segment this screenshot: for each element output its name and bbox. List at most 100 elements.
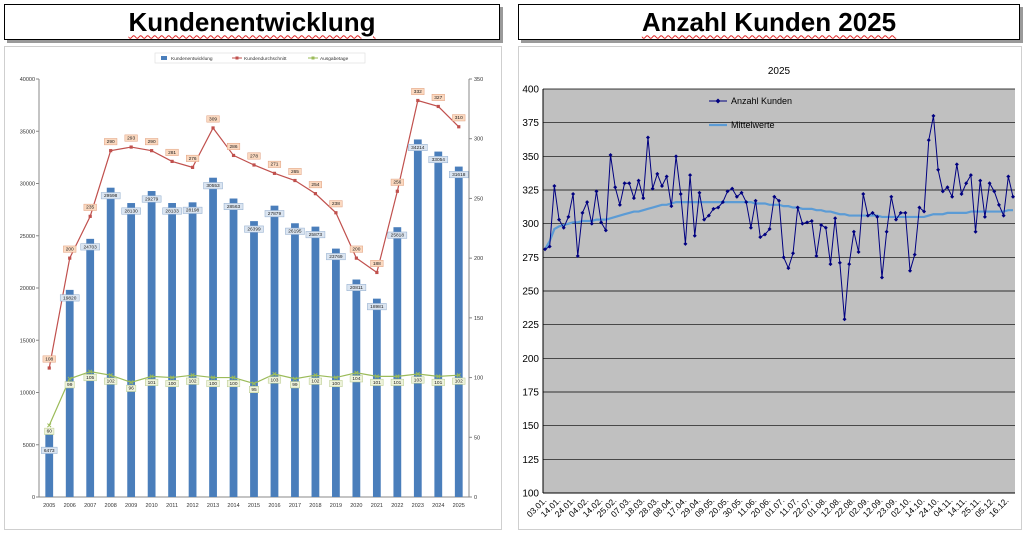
bar-kundenentwicklung (270, 205, 279, 498)
label-kundendurchschnitt: 290 (107, 139, 115, 145)
right-y-tick-label: 0 (474, 495, 477, 501)
point-kundendurchschnitt (416, 98, 420, 103)
label-kundendurchschnitt-box (206, 115, 220, 123)
x-tick-label: 2017 (289, 503, 301, 509)
label-kundendurchschnitt: 309 (209, 116, 217, 122)
label-kundendurchschnitt: 278 (250, 153, 258, 159)
label-kundendurchschnitt: 188 (373, 261, 381, 267)
point-anzahl-kunden (1011, 194, 1015, 199)
label-kundendurchschnitt-box (42, 355, 56, 363)
label-kundendurchschnitt: 200 (352, 247, 360, 253)
point-kundendurchschnitt (47, 366, 51, 370)
x-tick-label: 2012 (186, 503, 198, 509)
point-kundendurchschnitt (170, 159, 174, 164)
point-anzahl-kunden (674, 154, 679, 159)
label-kundendurchschnitt-box (83, 203, 97, 211)
x-tick-label: 2023 (412, 503, 424, 509)
legend-box (154, 52, 366, 64)
point-ausgabetage (272, 371, 277, 377)
y-tick-label: 200 (522, 354, 539, 365)
point-ausgabetage (374, 374, 380, 379)
label-ausgabetage: 104 (352, 376, 360, 382)
point-kundendurchschnitt (211, 126, 215, 130)
label-kundenentwicklung: 6473 (44, 448, 55, 454)
point-ausgabetage (88, 369, 93, 374)
x-tick-label: 2014 (227, 503, 239, 509)
label-kundendurchschnitt: 293 (127, 135, 135, 141)
label-kundendurchschnitt: 310 (455, 115, 463, 121)
bar-kundenentwicklung (106, 187, 115, 497)
label-kundendurchschnitt: 327 (434, 95, 442, 101)
label-ausgabetage: 100 (168, 381, 176, 387)
point-anzahl-kunden (945, 185, 950, 190)
label-kundenentwicklung-box (305, 231, 326, 239)
label-kundenentwicklung: 19820 (63, 295, 77, 301)
label-kundendurchschnitt-box (308, 181, 322, 189)
point-anzahl-kunden (571, 192, 576, 197)
point-anzahl-kunden (908, 268, 913, 273)
point-anzahl-kunden (828, 262, 833, 267)
point-kundendurchschnitt (293, 178, 297, 183)
label-ausgabetage: 99 (67, 382, 73, 388)
right-y-tick-label: 150 (474, 316, 483, 322)
point-anzahl-kunden (992, 189, 997, 194)
label-kundenentwicklung-box (100, 192, 121, 200)
label-ausgabetage-box (329, 380, 343, 388)
point-anzahl-kunden (833, 216, 838, 221)
point-anzahl-kunden (842, 317, 847, 322)
bar-kundenentwicklung (311, 226, 320, 498)
label-kundendurchschnitt-box (145, 138, 159, 146)
label-kundenentwicklung: 28563 (227, 204, 241, 210)
right-y-tick-label: 300 (474, 137, 483, 143)
point-kundendurchschnitt (129, 145, 133, 149)
label-kundenentwicklung-box (408, 144, 428, 151)
label-ausgabetage: 96 (128, 386, 134, 392)
left-y-tick-label: 40000 (20, 77, 35, 83)
label-kundendurchschnitt-box (390, 178, 404, 186)
x-tick-label: 2011 (166, 503, 178, 509)
label-kundenentwicklung: 23769 (329, 254, 343, 260)
point-kundendurchschnitt (231, 153, 236, 158)
point-ausgabetage (313, 373, 318, 378)
right-y-tick-label: 350 (474, 77, 483, 83)
label-ausgabetage: 103 (270, 377, 278, 383)
point-anzahl-kunden (753, 198, 758, 203)
point-anzahl-kunden (837, 260, 842, 265)
point-anzahl-kunden (744, 200, 749, 205)
label-kundenentwicklung: 24703 (84, 244, 98, 250)
label-ausgabetage-box (349, 375, 363, 383)
label-ausgabetage: 95 (251, 387, 257, 393)
label-ausgabetage-box (226, 380, 241, 388)
point-anzahl-kunden (767, 227, 772, 232)
point-ausgabetage (108, 373, 113, 378)
point-anzahl-kunden (617, 202, 622, 207)
point-kundendurchschnitt (252, 163, 256, 167)
x-tick-label: 2024 (432, 503, 444, 509)
label-kundendurchschnitt-box (165, 148, 179, 156)
label-kundendurchschnitt-box (124, 134, 138, 142)
label-kundenentwicklung: 26399 (247, 227, 261, 233)
point-anzahl-kunden (557, 217, 562, 222)
label-ausgabetage-box (249, 386, 259, 393)
label-ausgabetage-box (411, 376, 425, 384)
point-ausgabetage (436, 374, 441, 379)
x-tick-label: 2008 (105, 503, 117, 509)
point-anzahl-kunden (697, 190, 702, 195)
bar-kundenentwicklung (168, 203, 176, 498)
point-anzahl-kunden (922, 209, 927, 214)
point-anzahl-kunden (982, 214, 987, 219)
y-tick-label: 375 (522, 118, 539, 129)
point-anzahl-kunden (865, 213, 870, 218)
point-ausgabetage (210, 375, 216, 380)
x-tick-label: 2022 (391, 503, 403, 509)
label-kundenentwicklung: 30553 (206, 183, 220, 189)
legend-marker-anzahl-kunden (715, 98, 721, 104)
label-kundenentwicklung: 27879 (268, 211, 282, 217)
label-kundendurchschnitt-box (349, 245, 363, 253)
point-anzahl-kunden (870, 210, 875, 215)
label-kundendurchschnitt-box (452, 114, 466, 122)
point-anzahl-kunden (552, 183, 557, 188)
point-anzahl-kunden (543, 247, 547, 252)
label-ausgabetage-box (83, 374, 97, 382)
y-tick-label: 100 (522, 489, 539, 500)
